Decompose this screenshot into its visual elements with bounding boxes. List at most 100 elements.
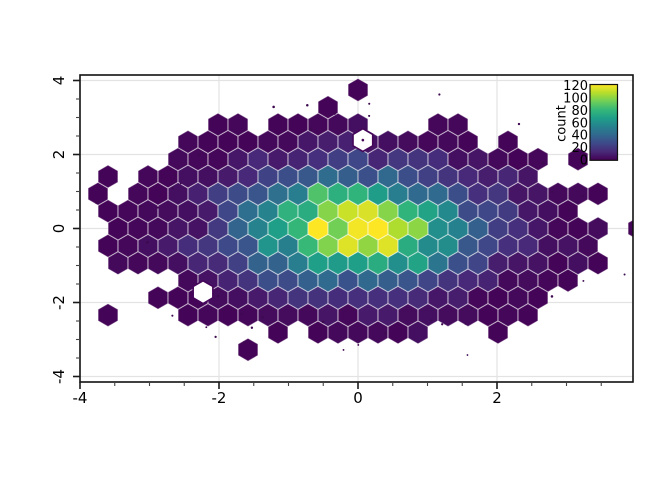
- hex-bin: [127, 251, 149, 276]
- y-tick-label: -4: [50, 369, 68, 384]
- hex-bin: [237, 303, 259, 328]
- hex-bin: [557, 199, 579, 224]
- hex-bin: [567, 147, 589, 172]
- y-axis-tick-labels: -4 -2 0 2 4: [50, 76, 68, 384]
- outlier-dot: [342, 349, 345, 351]
- hex-bin: [317, 199, 339, 224]
- hex-bin: [147, 216, 169, 241]
- hex-bin: [447, 112, 469, 137]
- hex-bin: [437, 233, 459, 258]
- hex-bin: [547, 181, 569, 206]
- hex-bin: [117, 199, 139, 224]
- hex-bin: [147, 285, 169, 310]
- hex-bin: [137, 233, 159, 258]
- hex-bin: [427, 112, 449, 137]
- hex-bin: [437, 268, 459, 293]
- x-tick-label: -4: [73, 389, 88, 407]
- hex-bin: [217, 303, 239, 328]
- outlier-dot: [517, 122, 521, 126]
- hex-bin: [417, 303, 439, 328]
- hex-bin: [177, 233, 199, 258]
- hex-bin: [177, 129, 199, 154]
- hex-bin: [477, 268, 499, 293]
- hex-bin: [257, 303, 279, 328]
- empty-hexagon: [192, 279, 214, 305]
- hex-bin: [577, 233, 599, 258]
- outlier-dot: [95, 201, 98, 205]
- hex-bin: [567, 216, 589, 241]
- hex-bin: [497, 129, 519, 154]
- hex-bin: [367, 320, 389, 345]
- colorbar-gradient: [589, 83, 619, 161]
- outlier-dot: [551, 190, 554, 193]
- hex-bin: [327, 285, 349, 310]
- hex-bin: [207, 112, 229, 137]
- hex-bin: [267, 320, 289, 345]
- hex-bin: [427, 181, 449, 206]
- hex-bin: [97, 233, 119, 258]
- colorbar-title: count: [554, 105, 570, 142]
- hex-bin: [247, 181, 269, 206]
- hex-bin: [407, 320, 429, 345]
- hex-bin: [237, 129, 259, 154]
- outlier-dot: [581, 194, 584, 198]
- hex-bin: [167, 216, 189, 241]
- hex-bin: [257, 233, 279, 258]
- hex-bin: [357, 199, 379, 224]
- outlier-dot: [158, 195, 161, 197]
- hex-bin: [337, 164, 359, 189]
- hex-bin: [177, 199, 199, 224]
- hex-bin: [237, 233, 259, 258]
- hex-bin: [497, 268, 519, 293]
- hex-bin: [217, 199, 239, 224]
- hex-bin: [417, 129, 439, 154]
- major-ticks: [73, 79, 498, 389]
- hex-bin: [237, 268, 259, 293]
- hex-bin: [207, 251, 229, 276]
- outlier-dot: [174, 173, 177, 177]
- hex-bin: [517, 199, 539, 224]
- hex-bin: [217, 164, 239, 189]
- hex-bin: [447, 181, 469, 206]
- hex-bin: [267, 251, 289, 276]
- hex-bin: [257, 129, 279, 154]
- colorbar-tick-label: 100: [563, 92, 588, 107]
- x-tick-label: 2: [492, 389, 502, 407]
- hex-bin: [177, 164, 199, 189]
- hex-bin: [347, 181, 369, 206]
- hex-bin: [487, 147, 509, 172]
- hex-bin: [167, 251, 189, 276]
- hex-bin: [477, 303, 499, 328]
- hex-bin: [197, 129, 219, 154]
- hex-bin: [127, 216, 149, 241]
- hex-bin: [307, 112, 329, 137]
- hex-bin: [207, 147, 229, 172]
- hex-bin: [527, 251, 549, 276]
- hex-bin: [387, 285, 409, 310]
- hexbin-layer: [87, 77, 633, 362]
- hex-bin: [167, 147, 189, 172]
- hex-bin: [527, 147, 549, 172]
- hex-bin: [517, 233, 539, 258]
- hex-bin: [517, 303, 539, 328]
- hex-bin: [467, 147, 489, 172]
- outlier-dot: [205, 326, 208, 329]
- hex-bin: [567, 181, 589, 206]
- empty-hex-markers: [192, 127, 374, 305]
- outlier-dot: [441, 323, 444, 326]
- colorbar-tick-label: 120: [563, 79, 588, 94]
- hex-bin: [257, 268, 279, 293]
- hex-bin: [297, 129, 319, 154]
- hex-bin: [587, 251, 609, 276]
- outlier-dot: [306, 103, 309, 107]
- hex-bin: [517, 268, 539, 293]
- hex-bin: [527, 181, 549, 206]
- hex-bin: [347, 216, 369, 241]
- hex-bin: [227, 147, 249, 172]
- hex-bin: [147, 181, 169, 206]
- outlier-dot: [368, 102, 371, 105]
- outlier-dot: [309, 128, 312, 132]
- outlier-dot: [198, 153, 201, 157]
- hex-bin: [347, 251, 369, 276]
- hex-bin: [497, 303, 519, 328]
